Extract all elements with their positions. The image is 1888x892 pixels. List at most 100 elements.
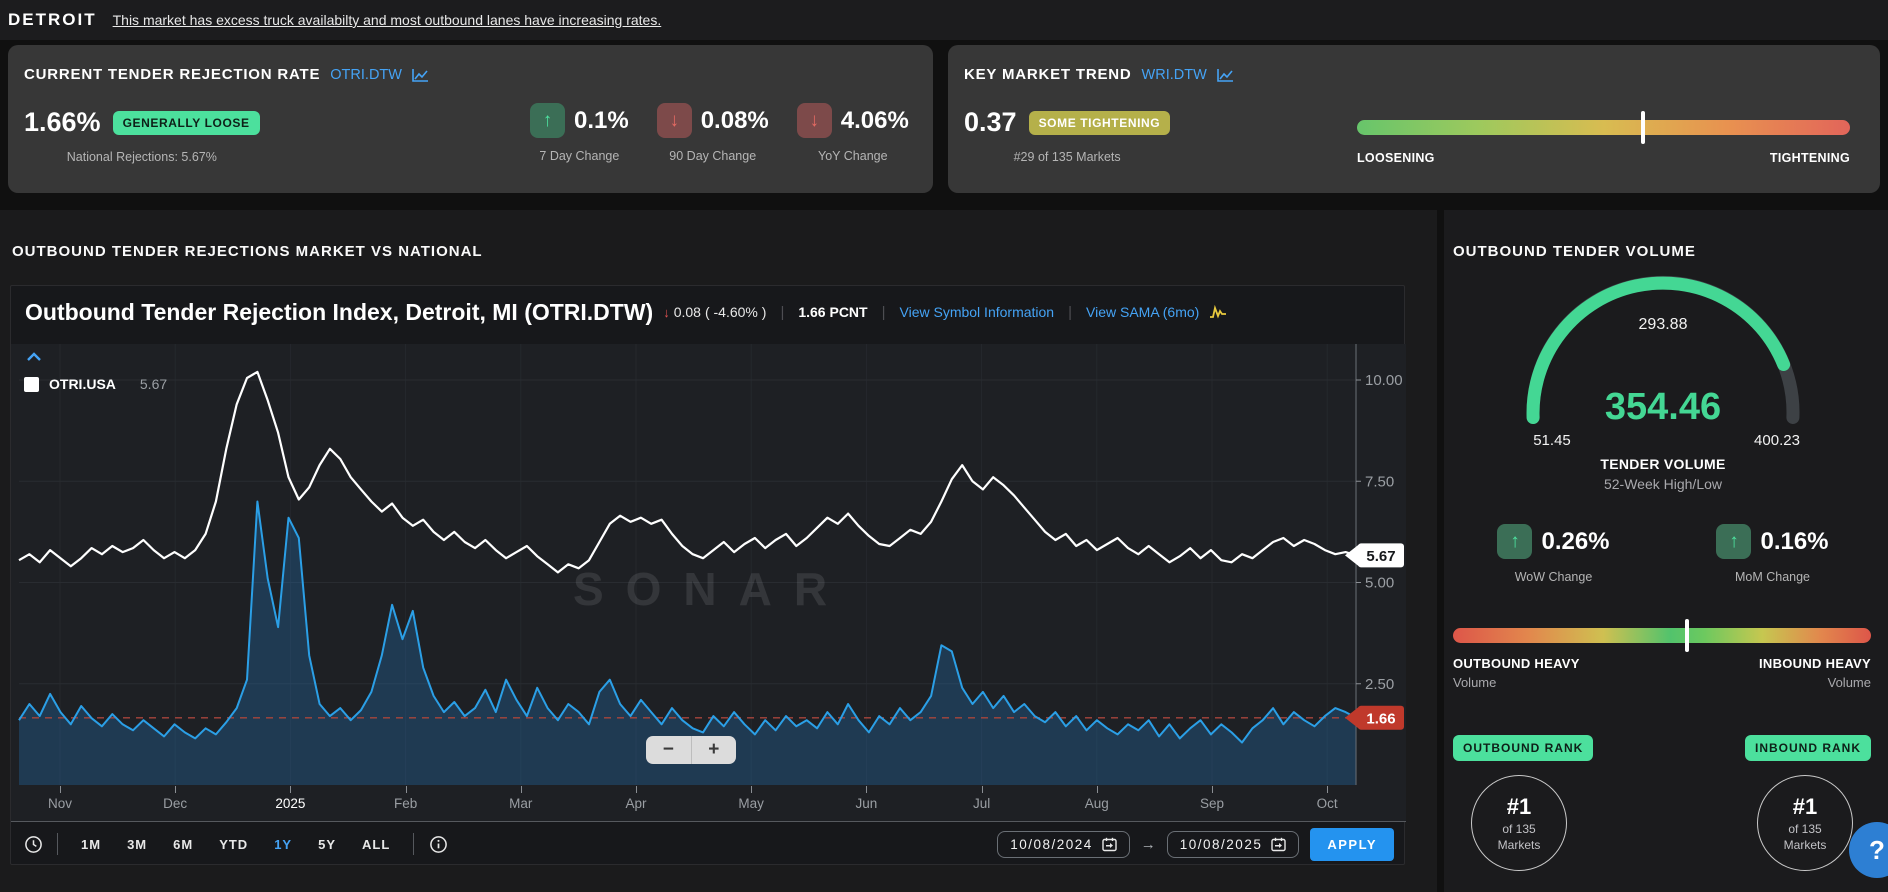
chart-section: OUTBOUND TENDER REJECTIONS MARKET VS NAT… (0, 210, 1437, 892)
view-symbol-info-link[interactable]: View Symbol Information (899, 304, 1055, 320)
gauge-current-value: 354.46 (1604, 386, 1722, 428)
date-to-input[interactable]: 10/08/2025 (1166, 830, 1300, 858)
svg-text:7.50: 7.50 (1365, 473, 1394, 490)
view-sama-link[interactable]: View SAMA (6mo) (1086, 304, 1200, 320)
change-yoy: 4.06% YoY Change (796, 103, 909, 163)
divider (57, 833, 58, 855)
apply-button[interactable]: APPLY (1310, 827, 1394, 861)
collapse-chevron-icon[interactable] (26, 352, 42, 362)
date-from-value: 10/08/2024 (1010, 836, 1093, 852)
tightening-label: TIGHTENING (1769, 151, 1850, 165)
range-button-6m[interactable]: 6M (173, 836, 194, 852)
svg-text:5.00: 5.00 (1365, 575, 1394, 592)
trend-rank-text: #29 of 135 Markets (1013, 150, 1121, 164)
trend-symbol-link[interactable]: WRI.DTW (1141, 66, 1207, 83)
change-yoy-label: YoY Change (818, 149, 888, 163)
wow-change: 0.26% WoW Change (1444, 524, 1663, 584)
x-axis-tick (405, 786, 407, 793)
clock-icon[interactable] (23, 834, 43, 854)
market-ranks: OUTBOUND RANK #1 of 135 Markets INBOUND … (1453, 735, 1871, 871)
change-yoy-value: 4.06% (840, 106, 909, 134)
chart-title: Outbound Tender Rejection Index, Detroit… (25, 298, 654, 325)
volume-balance: OUTBOUND HEAVY Volume INBOUND HEAVY Volu… (1453, 619, 1871, 690)
gauge-caption: TENDER VOLUME (1600, 456, 1726, 472)
change-90-day: 0.08% 90 Day Change (656, 103, 769, 163)
rejection-symbol-link[interactable]: OTRI.DTW (330, 66, 402, 83)
range-button-ytd[interactable]: YTD (219, 836, 249, 852)
loosening-label: LOOSENING (1357, 151, 1435, 165)
outbound-rank-scope: Markets (1497, 838, 1541, 852)
date-to-value: 10/08/2025 (1179, 836, 1263, 852)
x-axis-tick (981, 786, 983, 793)
calendar-icon (1102, 837, 1117, 851)
x-axis-tick (1096, 786, 1098, 793)
rejection-changes: 0.1% 7 Day Change 0.08% 90 Day Change 4.… (530, 103, 909, 163)
trend-scale: LOOSENING TIGHTENING (1357, 100, 1850, 165)
down-arrow-icon (796, 103, 832, 138)
chart-legend[interactable]: OTRI.USA 5.67 (24, 376, 167, 392)
x-axis-tick (520, 786, 522, 793)
x-axis-label-aug: Aug (1084, 796, 1109, 811)
x-axis-label-dec: Dec (163, 796, 188, 811)
x-axis-label-2025: 2025 (275, 796, 306, 811)
x-axis-label-jul: Jul (972, 796, 991, 811)
volume-changes: 0.26% WoW Change 0.16% MoM Change (1444, 524, 1882, 584)
rejection-rate-card: CURRENT TENDER REJECTION RATE OTRI.DTW 1… (8, 45, 933, 193)
range-button-3m[interactable]: 3M (127, 836, 148, 852)
chart-plot-area[interactable]: 2.50 5.00 7.50 10.00 5.67 1.66 OTRI.USA 5.67 … (11, 344, 1406, 786)
wow-change-label: WoW Change (1514, 570, 1593, 584)
zoom-out-button[interactable]: − (646, 736, 692, 764)
range-button-1m[interactable]: 1M (81, 836, 102, 852)
chart-section-heading: OUTBOUND TENDER REJECTIONS MARKET VS NAT… (12, 243, 483, 260)
info-icon[interactable] (428, 834, 448, 854)
x-axis-tick (290, 786, 292, 793)
volume-panel-heading: OUTBOUND TENDER VOLUME (1453, 243, 1696, 260)
change-90-day-label: 90 Day Change (669, 149, 757, 163)
inbound-volume-sub: Volume (1827, 675, 1871, 690)
x-axis-label-mar: Mar (509, 796, 533, 811)
svg-text:10.00: 10.00 (1365, 372, 1403, 389)
range-button-1y[interactable]: 1Y (274, 836, 293, 852)
gauge-top-value: 293.88 (1638, 316, 1688, 333)
x-axis-tick (60, 786, 61, 793)
outbound-rank-badge: OUTBOUND RANK (1453, 735, 1594, 761)
outbound-heavy-label: OUTBOUND HEAVY (1453, 656, 1580, 671)
market-summary-link[interactable]: This market has excess truck availabilty… (112, 12, 662, 28)
date-from-input[interactable]: 10/08/2024 (997, 830, 1130, 858)
change-7-day: 0.1% 7 Day Change (530, 103, 629, 163)
rejection-index-chart: 2.50 5.00 7.50 10.00 5.67 1.66 (18, 344, 1404, 785)
x-axis-label-feb: Feb (393, 796, 418, 811)
legend-series-name: OTRI.USA (49, 376, 116, 392)
zoom-control: − + (646, 736, 736, 764)
down-arrow-icon: ↓ (663, 304, 670, 320)
gauge-subcaption: 52-Week High/Low (1603, 476, 1723, 492)
x-axis-label-may: May (738, 796, 764, 811)
divider: | (780, 303, 785, 321)
x-axis-label-oct: Oct (1316, 796, 1338, 811)
range-button-all[interactable]: ALL (362, 836, 391, 852)
zoom-in-button[interactable]: + (708, 739, 720, 760)
chart-change-abs: 0.08 (673, 304, 701, 320)
help-button[interactable]: ? (1849, 822, 1888, 878)
range-button-5y[interactable]: 5Y (318, 836, 336, 852)
x-axis-label-jun: Jun (855, 796, 878, 811)
trend-value: 0.37 (964, 107, 1017, 137)
trend-marker (1640, 111, 1645, 144)
outbound-rank-circle: #1 of 135 Markets (1471, 775, 1567, 871)
svg-text:2.50: 2.50 (1365, 676, 1394, 693)
mom-change-label: MoM Change (1734, 570, 1811, 584)
x-axis-label-apr: Apr (625, 796, 647, 811)
tender-volume-gauge (1526, 275, 1800, 424)
trend-status-badge: SOME TIGHTENING (1028, 110, 1171, 135)
outbound-rank-value: #1 (1506, 794, 1532, 819)
inbound-rank-badge: INBOUND RANK (1745, 735, 1871, 761)
mom-change-value: 0.16% (1760, 527, 1829, 555)
inbound-rank-scope: Markets (1783, 838, 1827, 852)
line-chart-icon[interactable] (1216, 68, 1234, 82)
sama-waveform-icon (1210, 305, 1227, 319)
line-chart-icon[interactable] (412, 68, 429, 82)
wow-change-value: 0.26% (1541, 527, 1610, 555)
change-7-day-label: 7 Day Change (539, 149, 620, 163)
svg-text:5.67: 5.67 (1366, 548, 1395, 565)
change-7-day-value: 0.1% (574, 106, 629, 134)
